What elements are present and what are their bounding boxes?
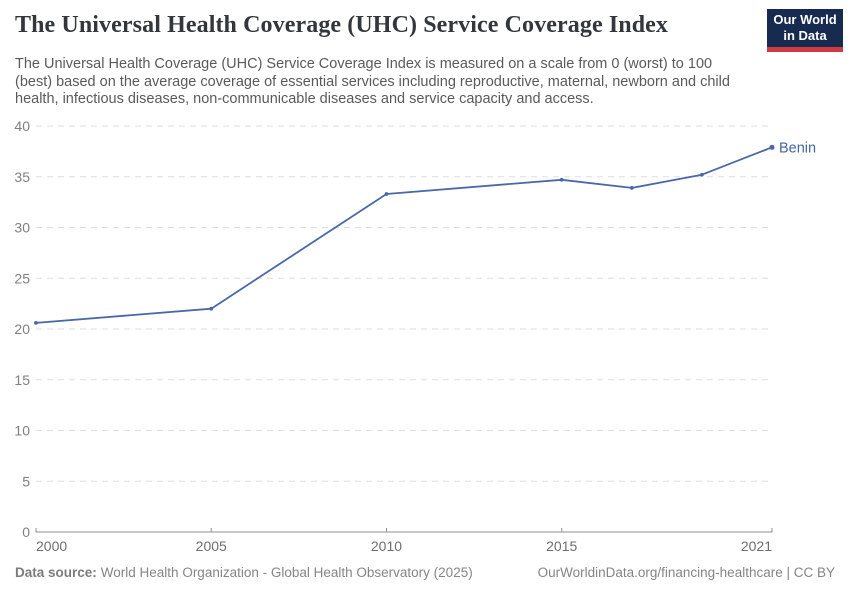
y-tick-label: 20 (14, 321, 30, 337)
data-point[interactable] (700, 172, 704, 177)
owid-logo-line1: Our World (773, 12, 837, 27)
owid-logo-line2: in Data (783, 28, 827, 43)
chart-title: The Universal Health Coverage (UHC) Serv… (15, 12, 669, 38)
x-tick-label: 2000 (36, 538, 67, 554)
y-tick-label: 30 (14, 220, 30, 236)
data-point[interactable] (209, 306, 214, 311)
series-line[interactable] (35, 146, 773, 324)
y-tick-label: 40 (14, 118, 30, 134)
data-point[interactable] (769, 144, 775, 150)
chart-footer: Data source: World Health Organization - … (15, 565, 835, 580)
data-point[interactable] (384, 192, 389, 196)
data-source: Data source: World Health Organization - … (15, 565, 473, 580)
series-end-label[interactable]: Benin (779, 140, 816, 156)
x-tick-label: 2010 (371, 538, 402, 554)
data-source-label: Data source: (15, 565, 97, 580)
credit-link[interactable]: OurWorldinData.org/financing-healthcare … (537, 565, 835, 580)
chart-subtitle: The Universal Health Coverage (UHC) Serv… (15, 56, 730, 107)
x-tick-label: 2021 (741, 538, 772, 554)
data-point[interactable] (559, 177, 564, 182)
y-tick-label: 25 (14, 270, 30, 286)
y-tick-label: 15 (14, 372, 30, 388)
data-point[interactable] (629, 186, 634, 190)
y-tick-label: 0 (22, 524, 30, 540)
data-point[interactable] (34, 321, 38, 325)
y-tick-label: 35 (14, 169, 30, 185)
x-tick-label: 2005 (196, 538, 227, 554)
chart-area[interactable]: 0 5 10 15 20 25 30 35 40 2000 2005 2010 2015 2021 Beni… (0, 115, 850, 570)
y-tick-label: 5 (22, 473, 30, 489)
owid-logo[interactable]: Our World in Data (767, 9, 843, 52)
x-tick-label: 2015 (546, 538, 577, 554)
y-tick-label: 10 (14, 423, 30, 439)
uhc-line-chart[interactable]: 0 5 10 15 20 25 30 35 40 2000 2005 2010 2015 2021 Beni… (0, 115, 850, 570)
data-source-text: World Health Organization - Global Healt… (100, 565, 473, 580)
